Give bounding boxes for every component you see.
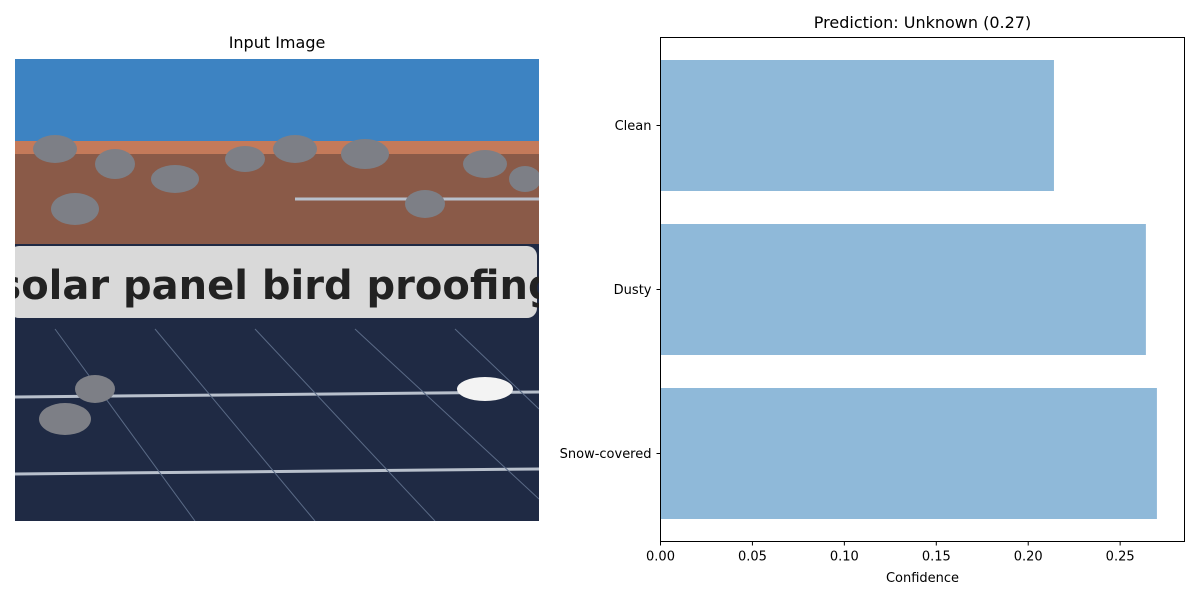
x-tick-label: 0.10 xyxy=(830,550,859,565)
y-tick-label: Dusty xyxy=(614,283,652,298)
x-tick-label: 0.15 xyxy=(922,550,951,565)
input-image: solar panel bird proofing xyxy=(15,59,539,521)
bar-snow-covered xyxy=(660,388,1157,519)
caption-banner xyxy=(15,246,537,318)
white-dove xyxy=(457,377,513,401)
panel-grid xyxy=(54,328,539,521)
x-tick-label: 0.20 xyxy=(1014,550,1043,565)
input-image-title: Input Image xyxy=(228,33,326,52)
x-axis: 0.00 0.05 0.10 0.15 0.20 0.25 xyxy=(646,541,1135,565)
pigeons xyxy=(33,135,539,435)
sky xyxy=(15,59,539,149)
x-axis-label: Confidence xyxy=(886,571,959,586)
chart-title: Prediction: Unknown (0.27) xyxy=(814,13,1031,32)
image-caption-text: solar panel bird proofing xyxy=(15,263,539,309)
y-axis: Clean Dusty Snow-covered xyxy=(560,119,661,462)
bar-clean xyxy=(660,60,1054,191)
y-tick-label: Snow-covered xyxy=(560,447,652,462)
bars-group xyxy=(660,60,1157,519)
x-tick-label: 0.00 xyxy=(646,550,675,565)
bar-dusty xyxy=(660,224,1146,355)
x-tick-label: 0.25 xyxy=(1106,550,1135,565)
x-tick-label: 0.05 xyxy=(738,550,767,565)
y-tick-label: Clean xyxy=(615,119,652,134)
